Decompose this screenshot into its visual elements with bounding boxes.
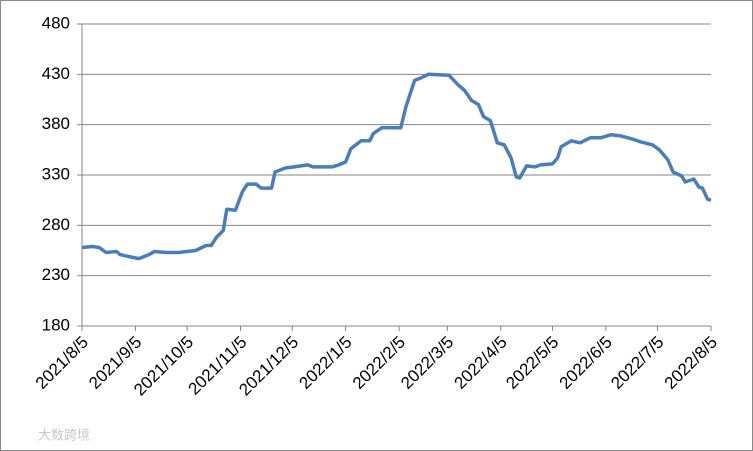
y-tick-label: 330 bbox=[42, 164, 70, 183]
y-tick-label: 430 bbox=[42, 64, 70, 83]
data-line bbox=[81, 72, 712, 261]
y-tick-label: 280 bbox=[42, 215, 70, 234]
watermark: 大数跨境 bbox=[38, 427, 90, 442]
y-tick-label: 380 bbox=[42, 114, 70, 133]
y-tick-label: 480 bbox=[42, 13, 70, 32]
y-tick-label: 180 bbox=[42, 315, 70, 334]
y-tick-label: 230 bbox=[42, 265, 70, 284]
